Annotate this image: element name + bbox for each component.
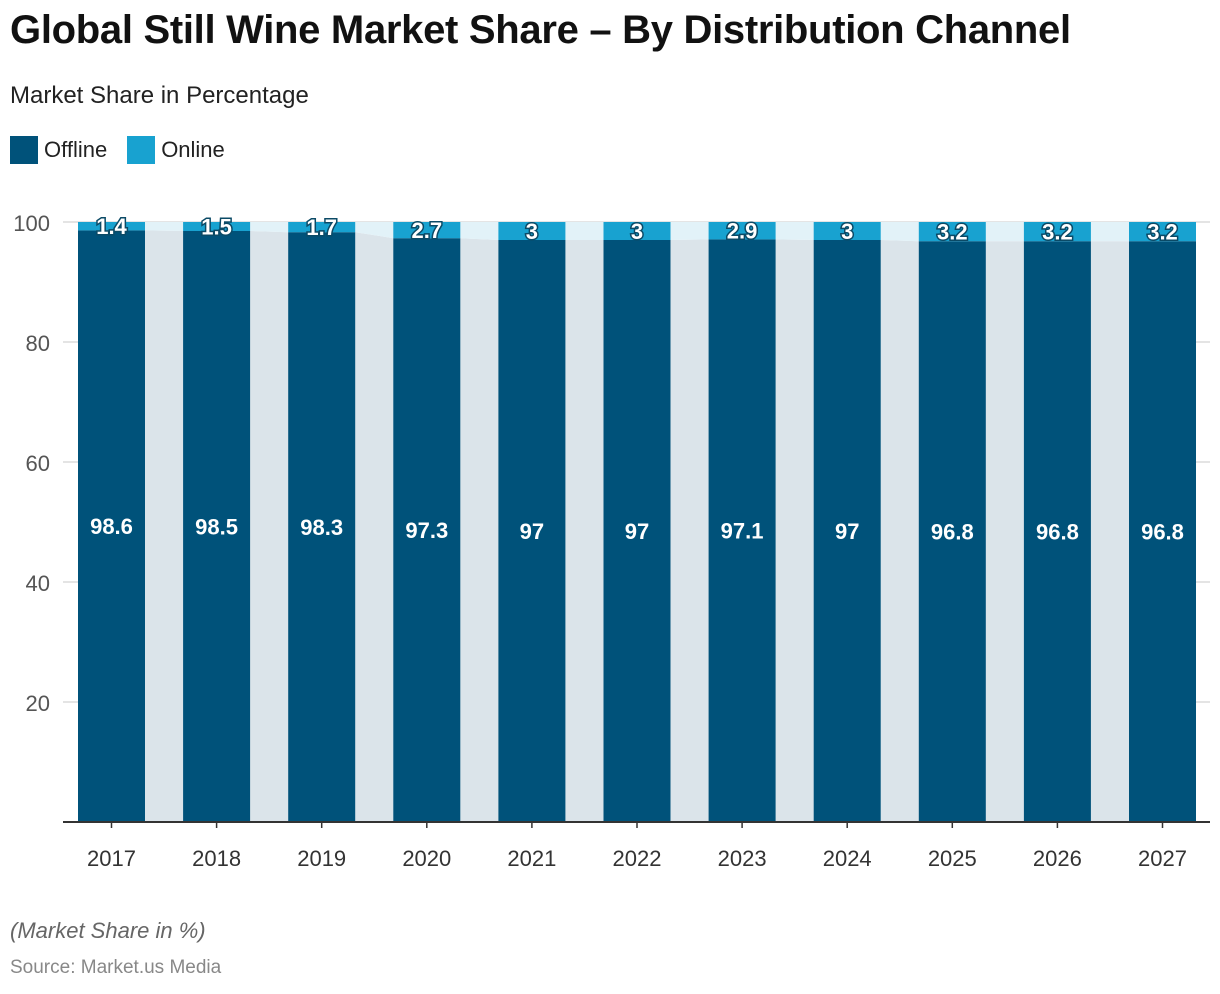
bar-online-2022 bbox=[603, 222, 671, 240]
data-label-online-2026: 3.2 bbox=[1042, 220, 1073, 245]
bar-offline-2023 bbox=[708, 239, 776, 822]
x-tick-label-2020: 2020 bbox=[402, 846, 451, 871]
chart-title: Global Still Wine Market Share – By Dist… bbox=[10, 8, 1071, 52]
data-label-online-2017: 1.4 bbox=[96, 214, 127, 239]
legend-label-online: Online bbox=[161, 137, 225, 162]
bar-online-2025 bbox=[918, 222, 986, 242]
y-tick-label-80: 80 bbox=[26, 331, 50, 356]
x-tick-label-2019: 2019 bbox=[297, 846, 346, 871]
data-label-online-2022: 3 bbox=[631, 219, 643, 244]
data-label-offline-2026: 96.8 bbox=[1036, 520, 1079, 545]
data-label-online-2021: 3 bbox=[526, 219, 538, 244]
data-label-offline-2024: 97 bbox=[835, 519, 859, 544]
y-tick-label-20: 20 bbox=[26, 691, 50, 716]
bar-offline-2020 bbox=[393, 238, 461, 822]
data-label-online-2019: 1.7 bbox=[306, 215, 337, 240]
data-label-offline-2022: 97 bbox=[625, 519, 649, 544]
bar-offline-2024 bbox=[813, 240, 881, 822]
data-label-offline-2023: 97.1 bbox=[721, 519, 764, 544]
legend-item-online[interactable]: Online bbox=[127, 136, 225, 164]
bar-online-2019 bbox=[288, 222, 356, 233]
bar-offline-2021 bbox=[498, 240, 566, 822]
source-credit: Source: Market.us Media bbox=[10, 957, 222, 978]
bar-offline-2019 bbox=[288, 232, 356, 822]
data-label-online-2023: 2.9 bbox=[727, 219, 758, 244]
bar-offline-2026 bbox=[1023, 241, 1091, 822]
bar-online-2018 bbox=[183, 222, 251, 231]
legend: Offline Online bbox=[10, 136, 245, 164]
x-tick-label-2026: 2026 bbox=[1033, 846, 1082, 871]
data-label-offline-2019: 98.3 bbox=[300, 515, 343, 540]
bar-online-2017 bbox=[78, 222, 145, 231]
data-label-offline-2020: 97.3 bbox=[405, 518, 448, 543]
data-label-offline-2017: 98.6 bbox=[90, 514, 133, 539]
y-tick-label-60: 60 bbox=[26, 451, 50, 476]
bar-offline-2022 bbox=[603, 240, 671, 822]
y-tick-label-40: 40 bbox=[26, 571, 50, 596]
bar-online-2024 bbox=[813, 222, 881, 240]
x-tick-label-2018: 2018 bbox=[192, 846, 241, 871]
data-label-online-2027: 3.2 bbox=[1147, 220, 1178, 245]
data-label-offline-2025: 96.8 bbox=[931, 520, 974, 545]
bar-online-2021 bbox=[498, 222, 566, 240]
x-tick-label-2025: 2025 bbox=[928, 846, 977, 871]
x-tick-label-2021: 2021 bbox=[507, 846, 556, 871]
legend-swatch-offline bbox=[10, 136, 38, 164]
x-tick-label-2022: 2022 bbox=[613, 846, 662, 871]
y-tick-label-100: 100 bbox=[13, 211, 50, 236]
data-label-online-2025: 3.2 bbox=[937, 220, 968, 245]
bar-offline-2027 bbox=[1129, 241, 1196, 822]
x-tick-label-2023: 2023 bbox=[718, 846, 767, 871]
bar-online-2020 bbox=[393, 222, 461, 239]
bar-online-2027 bbox=[1129, 222, 1196, 242]
data-label-offline-2027: 96.8 bbox=[1141, 520, 1184, 545]
x-tick-label-2027: 2027 bbox=[1138, 846, 1187, 871]
legend-label-offline: Offline bbox=[44, 137, 108, 162]
x-tick-label-2024: 2024 bbox=[823, 846, 872, 871]
bar-offline-2017 bbox=[78, 230, 145, 822]
data-label-online-2024: 3 bbox=[841, 219, 853, 244]
data-label-online-2018: 1.5 bbox=[201, 215, 232, 240]
x-tick-label-2017: 2017 bbox=[87, 846, 136, 871]
data-label-offline-2018: 98.5 bbox=[195, 515, 238, 540]
footnote: (Market Share in %) bbox=[10, 918, 206, 943]
data-label-offline-2021: 97 bbox=[520, 519, 544, 544]
legend-swatch-online bbox=[127, 136, 156, 164]
bar-offline-2025 bbox=[918, 241, 986, 822]
bar-offline-2018 bbox=[183, 231, 251, 822]
chart-subtitle: Market Share in Percentage bbox=[10, 82, 309, 109]
legend-item-offline[interactable]: Offline bbox=[10, 136, 107, 164]
bar-online-2023 bbox=[708, 222, 776, 240]
data-label-online-2020: 2.7 bbox=[412, 218, 443, 243]
bar-online-2026 bbox=[1023, 222, 1091, 242]
